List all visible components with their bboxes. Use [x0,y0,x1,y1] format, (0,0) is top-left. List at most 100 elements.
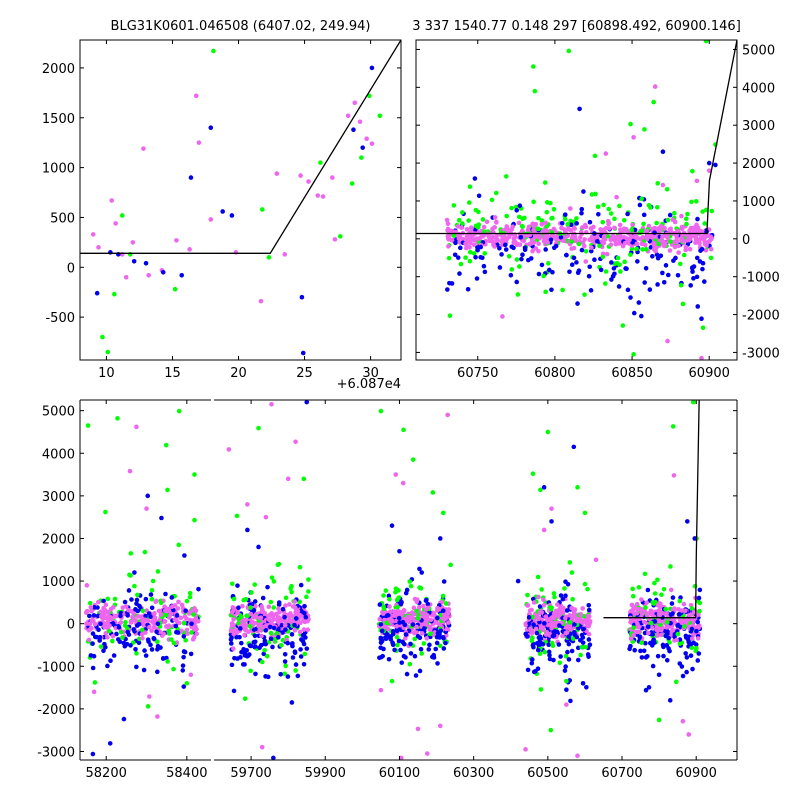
data-point [467,184,473,190]
data-point [330,175,335,180]
data-point [689,636,695,641]
data-point [248,668,253,674]
data-point [226,447,232,452]
data-point [318,160,323,165]
data-point [566,48,572,54]
data-point [100,334,105,340]
data-point [446,620,451,625]
data-point [178,615,184,621]
data-point [674,239,680,245]
data-point [689,606,695,611]
data-point [452,252,458,258]
data-point [675,272,681,278]
data-point [304,594,309,600]
data-point [523,631,529,637]
data-point [134,597,140,603]
data-point [187,590,193,596]
data-point [383,635,388,640]
data-point [623,266,628,271]
data-point [543,220,548,226]
data-point [561,238,566,244]
data-point [419,610,424,616]
data-point [446,611,451,616]
data-point [125,629,131,635]
data-point [231,617,236,622]
data-point [660,234,665,239]
data-point [668,564,673,569]
data-point [232,655,237,661]
data-point [100,615,105,621]
data-point [89,608,94,614]
data-point [424,751,430,756]
data-point [660,182,666,188]
data-point [143,630,148,635]
data-point [231,631,237,637]
data-point [273,611,279,617]
data-point [570,596,575,602]
data-point [675,631,681,637]
data-point [611,266,617,271]
data-point [301,661,307,667]
data-point [537,651,543,657]
data-point [584,684,589,690]
data-point [435,605,440,611]
data-point [603,269,609,274]
data-point [465,237,470,243]
data-point [569,239,574,244]
data-point [211,48,216,54]
y-tick-label: 3000 [742,119,775,134]
data-point [136,640,142,646]
data-point [651,246,657,252]
data-point [101,605,106,611]
data-point [578,612,584,618]
data-point [564,687,569,693]
data-point [636,585,642,590]
data-point [142,549,148,555]
data-point [229,635,234,641]
data-point [111,653,117,658]
data-point [674,637,679,643]
data-point [662,241,668,247]
data-point [641,221,646,227]
data-point [301,641,307,647]
data-point [575,485,580,490]
data-point [357,119,363,125]
data-point [681,252,687,258]
data-point [569,570,575,575]
data-point [122,599,128,605]
data-point [150,578,156,584]
data-point [229,609,235,615]
data-point [563,664,568,669]
data-point [447,313,453,318]
data-point [192,472,197,477]
y-tick-label: -2000 [742,309,780,324]
data-point [112,291,117,297]
data-point [458,245,463,251]
data-point [446,255,452,261]
data-point [544,200,550,205]
data-point [649,625,655,630]
y-tick-label: 0 [67,261,75,276]
data-point [632,604,637,610]
data-point [542,236,547,241]
data-point [643,265,649,271]
data-point [510,224,515,230]
data-point [268,630,274,636]
data-point [433,646,439,652]
data-point [383,588,389,593]
data-point [292,649,298,654]
data-point [609,234,615,240]
data-point [529,630,535,636]
data-point [298,173,303,178]
data-point [282,659,288,664]
data-point [163,612,169,618]
data-point [624,228,630,234]
data-point [492,225,497,230]
data-point [516,214,522,220]
data-point [425,605,431,611]
data-point [642,630,648,636]
data-point [146,272,151,278]
data-point [585,652,591,657]
data-point [426,647,432,652]
